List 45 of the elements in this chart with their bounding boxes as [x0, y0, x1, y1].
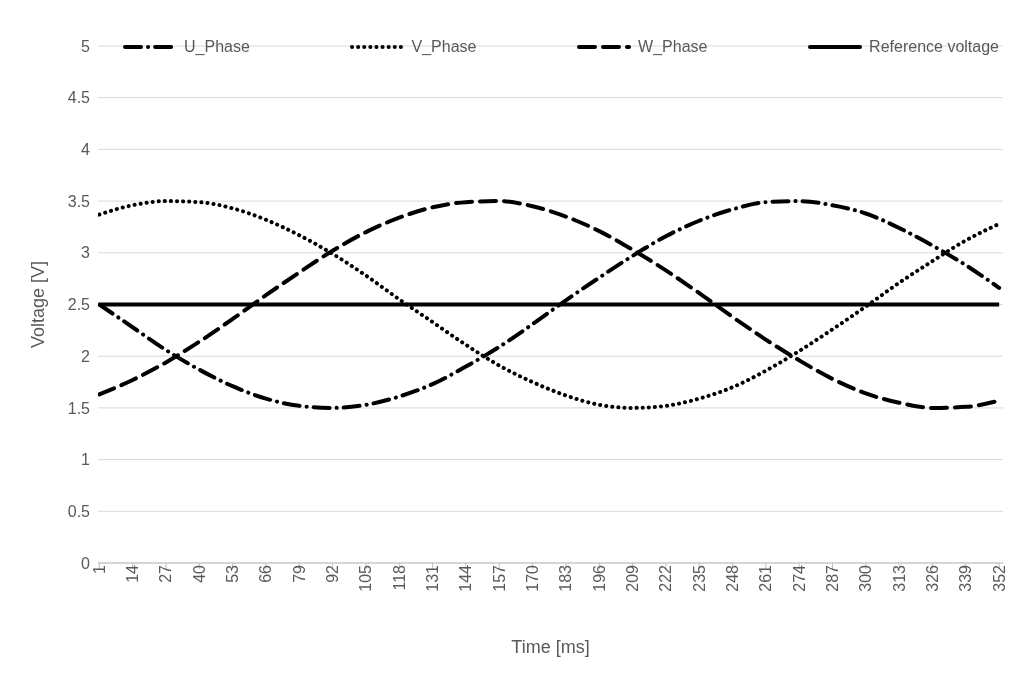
x-tick-label: 261 — [757, 564, 775, 592]
y-tick-label: 3.5 — [67, 192, 91, 210]
x-tick-label: 92 — [323, 564, 341, 583]
y-tick-label: 0.5 — [67, 502, 91, 520]
x-tick-label: 1 — [90, 564, 108, 574]
x-tick-label: 53 — [223, 564, 241, 583]
x-tick-label: 300 — [857, 564, 875, 592]
x-tick-label: 66 — [257, 564, 275, 583]
x-tick-label: 144 — [457, 564, 475, 592]
x-tick-label: 235 — [690, 564, 708, 592]
x-tick-label: 157 — [490, 564, 508, 592]
x-tick-label: 170 — [523, 564, 541, 592]
x-tick-label: 40 — [190, 564, 208, 583]
x-tick-label: 326 — [923, 564, 941, 592]
y-tick-label: 4 — [81, 141, 91, 159]
x-tick-label: 352 — [990, 564, 1008, 592]
x-tick-label: 79 — [290, 564, 308, 583]
x-tick-label: 27 — [157, 564, 175, 583]
x-tick-label: 313 — [890, 564, 908, 592]
y-tick-label: 1 — [81, 451, 91, 469]
y-tick-label: 3 — [81, 244, 91, 262]
x-tick-label: 196 — [590, 564, 608, 592]
x-tick-label: 14 — [123, 564, 141, 583]
x-tick-label: 274 — [790, 564, 808, 592]
x-tick-label: 287 — [823, 564, 841, 592]
x-tick-label: 131 — [423, 564, 441, 592]
y-tick-label: 4.5 — [67, 89, 91, 107]
x-tick-label: 118 — [390, 564, 408, 591]
y-tick-label: 2 — [81, 347, 91, 365]
x-tick-label: 339 — [957, 564, 975, 592]
legend-label: V_Phase — [410, 38, 477, 56]
x-tick-label: 248 — [723, 564, 741, 592]
legend-label: U_Phase — [183, 38, 250, 56]
x-tick-label: 105 — [357, 564, 375, 592]
y-tick-label: 5 — [81, 37, 91, 55]
y-axis-title: Voltage [V] — [28, 260, 49, 349]
y-tick-label: 0 — [81, 554, 91, 572]
x-tick-label: 222 — [657, 564, 675, 592]
y-tick-label: 2.5 — [67, 296, 91, 314]
x-tick-label: 183 — [557, 564, 575, 592]
x-axis-title: Time [ms] — [511, 637, 590, 657]
legend-label: Reference voltage — [868, 38, 999, 56]
x-tick-label: 209 — [623, 564, 641, 592]
y-tick-label: 1.5 — [67, 399, 91, 417]
legend-label: W_Phase — [637, 38, 708, 56]
